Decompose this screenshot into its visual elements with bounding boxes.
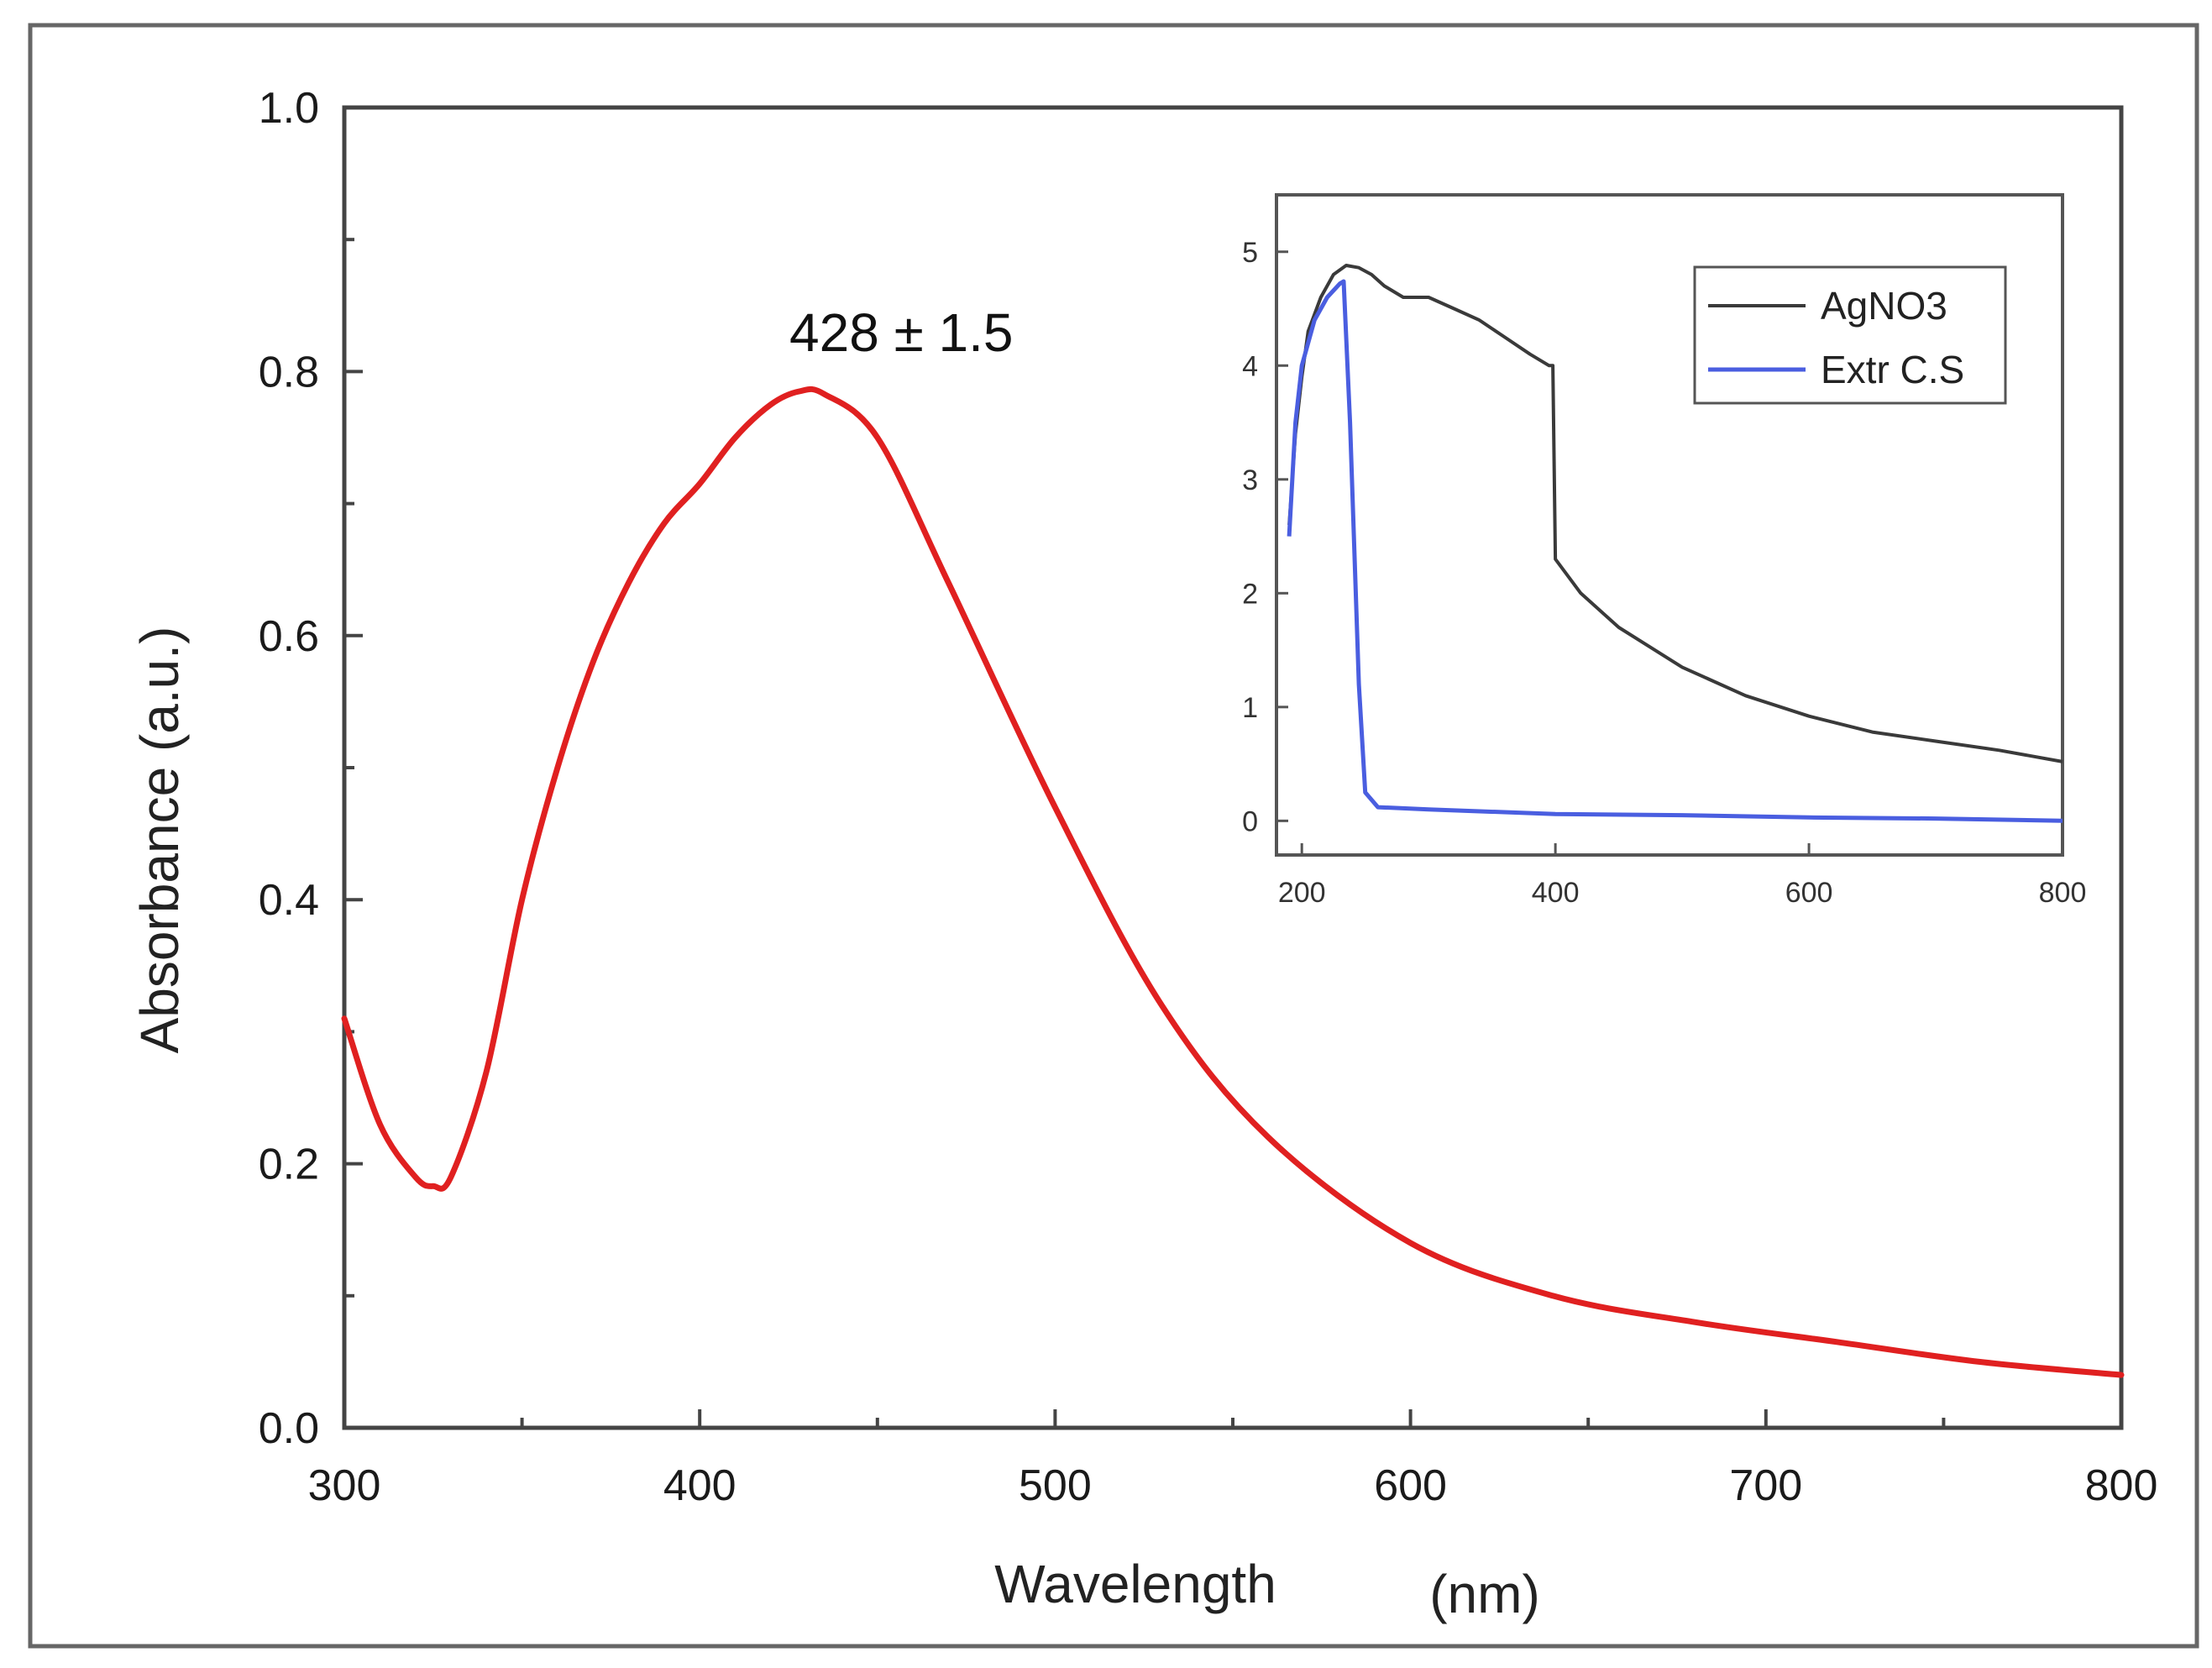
main-x-tick-label: 300 xyxy=(308,1461,381,1510)
legend-label-agno3: AgNO3 xyxy=(1821,284,1947,328)
main-x-tick-label: 400 xyxy=(663,1461,736,1510)
main-x-axis-unit: (nm) xyxy=(1429,1564,1540,1624)
main-y-axis-title: Absorbance (a.u.) xyxy=(129,627,190,1054)
main-x-tick-label: 700 xyxy=(1729,1461,1802,1510)
inset-y-tick-label: 2 xyxy=(1242,578,1258,610)
main-y-tick-label: 0.4 xyxy=(259,876,319,925)
main-y-tick-label: 0.6 xyxy=(259,612,319,661)
main-y-tick-label: 0.8 xyxy=(259,348,319,396)
main-y-tick-label: 0.2 xyxy=(259,1141,319,1189)
main-y-tick-label: 0.0 xyxy=(259,1404,319,1453)
inset-series-agno3-line xyxy=(1287,264,2063,763)
legend-label-extr-cs: Extr C.S xyxy=(1821,348,1964,391)
inset-y-tick-label: 1 xyxy=(1242,692,1258,724)
inset-x-tick-label: 800 xyxy=(2039,877,2087,909)
inset-y-tick-label: 3 xyxy=(1242,464,1258,496)
main-y-tick-label: 1.0 xyxy=(259,84,319,133)
inset-x-tick-label: 600 xyxy=(1785,877,1833,909)
inset-series-extr-cs-line xyxy=(1287,279,2063,823)
inset-y-tick-label: 4 xyxy=(1242,350,1258,382)
main-x-axis-title: Wavelength xyxy=(994,1554,1276,1614)
main-x-tick-label: 800 xyxy=(2085,1461,2158,1510)
main-x-tick-label: 600 xyxy=(1374,1461,1447,1510)
main-x-tick-label: 500 xyxy=(1019,1461,1092,1510)
inset-y-tick-label: 5 xyxy=(1242,237,1258,269)
peak-annotation: 428 ± 1.5 xyxy=(789,302,1013,363)
inset-y-tick-label: 0 xyxy=(1242,805,1258,837)
inset-chart: 0 1 2 3 4 5 200 400 600 800 AgNO3 Extr C.S xyxy=(1242,193,2087,909)
main-chart: 0.00.20.40.60.81.0 300 400 500 600 700 800 42… xyxy=(129,84,2157,1624)
inset-legend: AgNO3 Extr C.S xyxy=(1693,265,2007,405)
inset-legend-box xyxy=(1693,265,2007,405)
main-series-line xyxy=(341,386,2125,1378)
inset-x-tick-label: 400 xyxy=(1532,877,1580,909)
inset-x-tick-label: 200 xyxy=(1278,877,1326,909)
